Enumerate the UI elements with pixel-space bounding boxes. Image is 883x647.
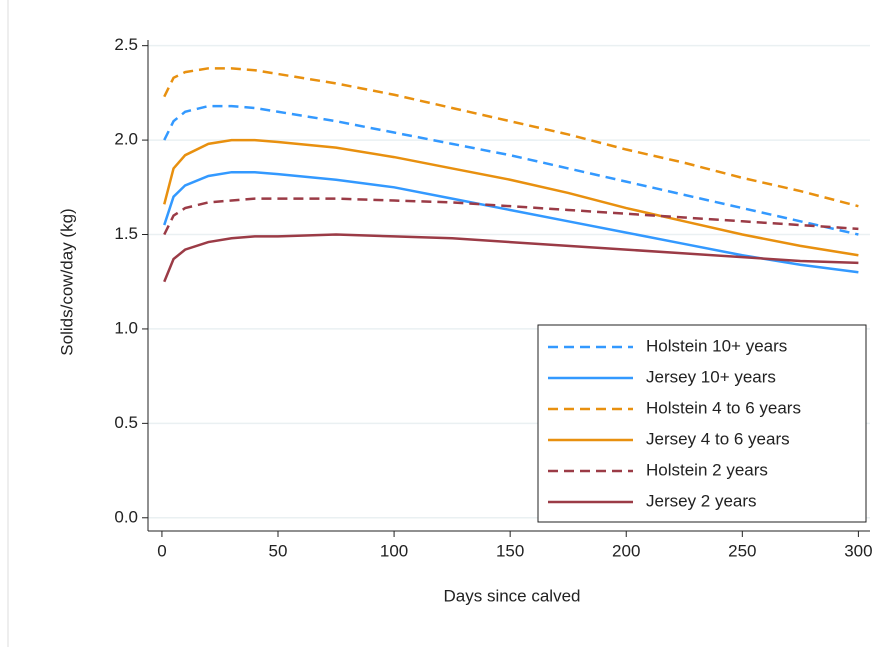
x-tick-label: 100 [380,541,408,560]
series-line [163,233,859,283]
y-tick-label: 2.0 [114,130,138,149]
y-tick-label: 1.0 [114,318,138,337]
series-line [163,138,859,257]
x-tick-label: 150 [496,541,524,560]
legend-label: Holstein 4 to 6 years [646,398,801,417]
series-line [163,67,859,208]
y-tick-label: 0.5 [114,413,138,432]
series-line [163,197,859,236]
legend-label: Holstein 10+ years [646,336,787,355]
y-tick-label: 1.5 [114,224,138,243]
y-tick-label: 0.0 [114,507,138,526]
x-tick-label: 300 [844,541,872,560]
x-tick-label: 0 [157,541,166,560]
series-line [163,170,859,274]
legend-label: Jersey 4 to 6 years [646,429,790,448]
x-tick-label: 250 [728,541,756,560]
y-axis-label: Solids/cow/day (kg) [57,208,76,355]
legend-box [537,324,867,523]
x-axis-label: Days since calved [443,586,580,605]
y-tick-label: 2.5 [114,35,138,54]
x-tick-label: 50 [269,541,288,560]
series-line [163,104,859,236]
x-tick-label: 200 [612,541,640,560]
legend: Holstein 10+ years Jersey 10+ years Holste… [537,324,867,523]
legend-label: Holstein 2 years [646,460,768,479]
legend-label: Jersey 2 years [646,491,757,510]
legend-label: Jersey 10+ years [646,367,776,386]
